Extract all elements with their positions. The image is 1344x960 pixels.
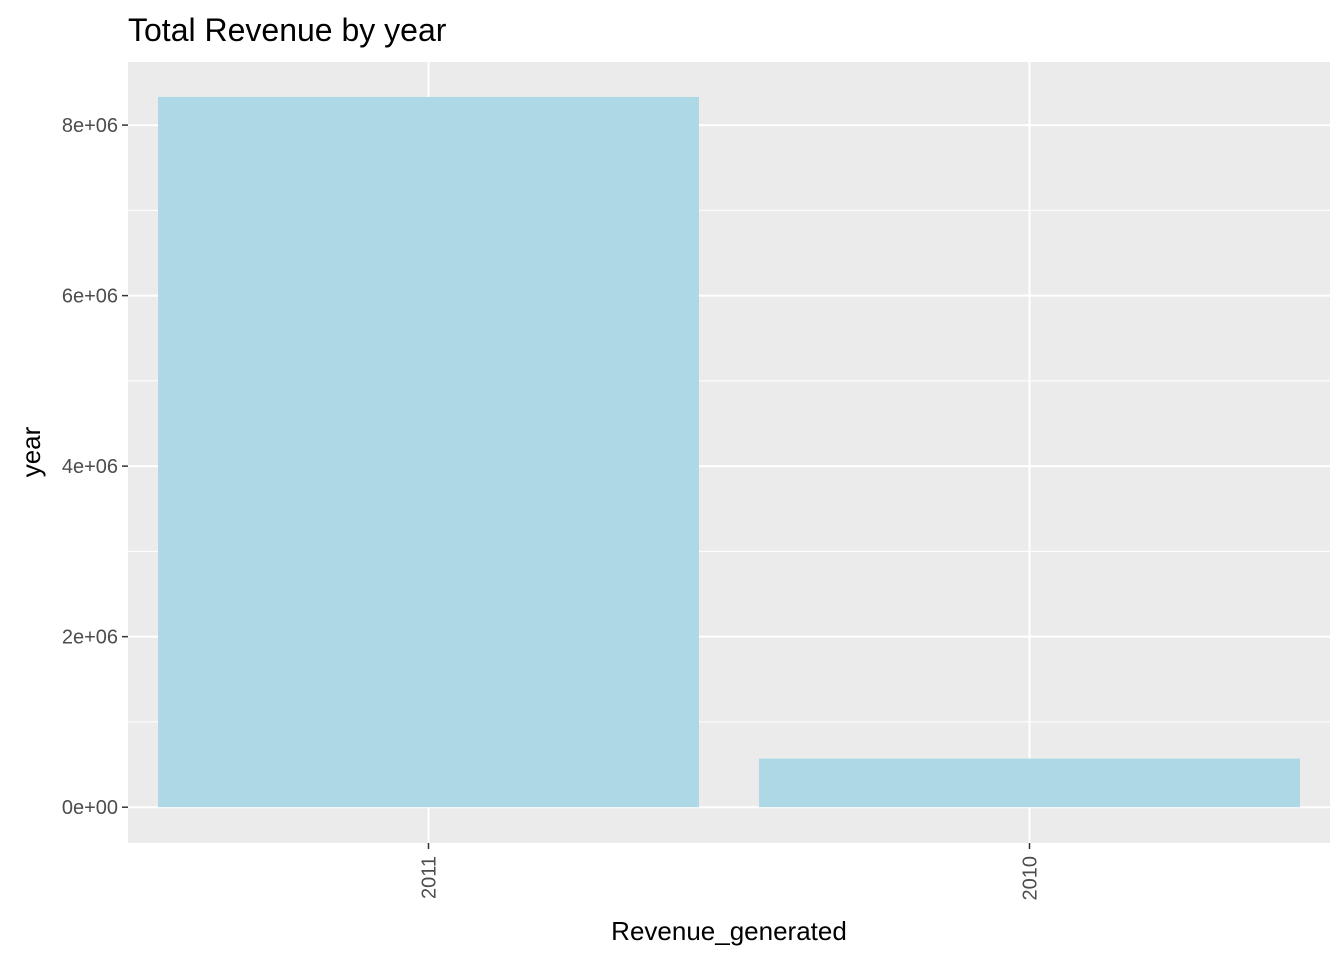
x-tick-label: 2010 [1020,856,1042,901]
y-tick-label: 4e+06 [62,456,118,478]
y-tick-label: 0e+00 [62,797,118,819]
y-tick-label: 6e+06 [62,286,118,308]
chart-title: Total Revenue by year [128,12,447,48]
y-tick-label: 2e+06 [62,627,118,649]
bar-2010 [759,758,1300,808]
x-axis-title: Revenue_generated [611,916,847,946]
bar-2011 [158,96,699,808]
y-tick-label: 8e+06 [62,115,118,137]
x-axis: 2011 2010 [419,843,1042,901]
y-axis-title: year [16,426,46,477]
x-tick-label: 2011 [419,856,441,899]
bars [158,96,1300,808]
y-axis: 0e+00 2e+06 4e+06 6e+06 8e+06 [62,115,128,819]
